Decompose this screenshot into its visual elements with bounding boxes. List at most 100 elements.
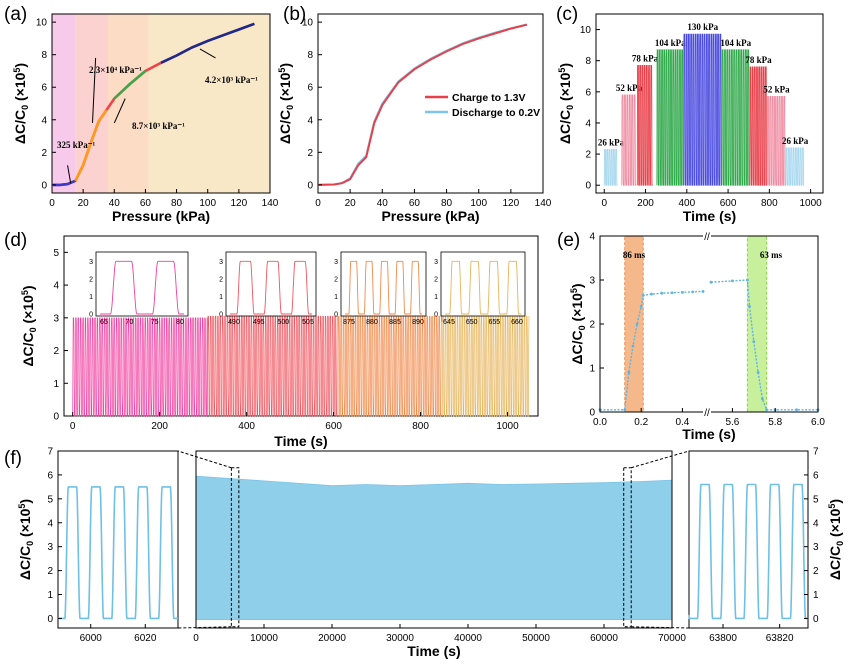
pressure-step-label: 78 kPa <box>745 55 772 65</box>
x-tick-label: 600 <box>325 421 342 432</box>
y-tick-label: 3 <box>589 276 595 287</box>
y-tick-label: 6 <box>307 83 313 94</box>
panel-label: (a) <box>4 4 27 25</box>
inset-y-tick-label: 0 <box>219 312 223 319</box>
y-tick-label: 4 <box>813 518 819 529</box>
data-point <box>709 280 713 284</box>
inset-x-tick-label: 650 <box>466 319 478 326</box>
x-tick-label: 0 <box>601 198 607 209</box>
x-tick-label: 60000 <box>590 633 618 644</box>
data-point <box>641 294 645 297</box>
data-point <box>795 408 798 412</box>
inset-x-tick-label: 645 <box>443 319 455 326</box>
pressure-step-signal <box>656 49 684 186</box>
y-tick-label: 4 <box>307 115 313 126</box>
response-time-label: 86 ms <box>623 250 646 260</box>
data-point <box>765 408 769 412</box>
data-point <box>752 340 756 343</box>
pressure-step-signal <box>749 66 768 186</box>
cyclic-signal-segment <box>72 317 208 417</box>
inset-y-tick-label: 2 <box>89 276 93 283</box>
zoom-connector <box>177 450 232 469</box>
x-tick-label: 40000 <box>454 633 482 644</box>
panel-label: (d) <box>4 230 27 251</box>
x-tick-label: 20 <box>78 198 90 209</box>
y-tick-label: 6 <box>47 470 53 481</box>
zoom-frame-right <box>688 450 809 629</box>
response-curve <box>600 290 704 411</box>
zoom-connector <box>177 626 232 629</box>
pressure-region <box>52 14 76 193</box>
data-point <box>670 291 674 295</box>
panel-label: (b) <box>283 4 306 25</box>
pressure-region <box>148 14 270 193</box>
y-tick-label: 8 <box>585 56 591 67</box>
cyclic-signal-segment <box>337 315 443 417</box>
inset-y-tick-label: 3 <box>89 259 93 266</box>
y-tick-label: 1 <box>589 364 595 375</box>
y-tick-label: 0 <box>585 181 591 192</box>
x-tick-label: 0.4 <box>675 417 689 428</box>
axis-break-mark: // <box>704 408 710 419</box>
x-axis-label: Time (s) <box>407 643 460 659</box>
inset-x-tick-label: 75 <box>151 319 159 326</box>
y-axis-label-right: ΔC/C0 (×105) <box>827 499 845 580</box>
inset-y-tick-label: 2 <box>434 276 438 283</box>
inset-frame <box>225 251 317 317</box>
y-tick-label: 4 <box>589 232 595 243</box>
inset-y-tick-label: 1 <box>219 294 223 301</box>
x-tick-label: 1000 <box>799 198 822 209</box>
x-tick-label: 50000 <box>522 633 550 644</box>
axis-break-mark: // <box>704 232 710 243</box>
x-tick-label: 0.0 <box>593 417 607 428</box>
panel-f: 0 10000 20000 30000 40000 50000 60000 70000Time… <box>4 447 845 660</box>
y-tick-label: 8 <box>307 50 313 61</box>
x-tick-label: 20 <box>345 198 357 209</box>
pressure-step-signal <box>621 94 637 186</box>
inset-x-tick-label: 65 <box>100 319 108 326</box>
x-tick-label: 600 <box>720 198 737 209</box>
x-tick-label: 40 <box>109 198 121 209</box>
x-tick-label: 30000 <box>386 633 414 644</box>
pressure-step-signal <box>683 33 722 186</box>
pressure-step-label: 130 kPa <box>687 22 718 32</box>
x-tick-label: 6.0 <box>811 417 825 428</box>
data-point <box>631 344 635 348</box>
y-axis-label: ΔC/C0 (×105) <box>12 63 30 144</box>
inset-y-tick-label: 0 <box>434 312 438 319</box>
inset-y-tick-label: 0 <box>89 312 93 319</box>
pressure-step-label: 104 kPa <box>720 38 751 48</box>
cyclic-signal-segment <box>207 315 338 417</box>
y-tick-label: 3 <box>53 313 59 324</box>
y-tick-label: 6 <box>41 83 47 94</box>
x-tick-label: 80 <box>171 198 183 209</box>
inset-signal <box>100 260 184 315</box>
y-tick-label: 5 <box>813 494 819 505</box>
x-axis-label: Pressure (kPa) <box>112 208 210 224</box>
slope-label: 325 kPa⁻¹ <box>57 140 96 150</box>
x-tick-label: 200 <box>637 198 654 209</box>
inset-x-tick-label: 505 <box>302 319 314 326</box>
inset-x-tick-label: 495 <box>253 319 265 326</box>
y-tick-label: 5 <box>53 248 59 259</box>
y-tick-label: 6 <box>813 470 819 481</box>
x-tick-label: 5.6 <box>725 417 739 428</box>
data-point <box>748 305 751 308</box>
inset-frame <box>440 251 526 317</box>
y-axis-label: ΔC/C0 (×105) <box>277 63 295 144</box>
pressure-region <box>108 14 149 193</box>
y-tick-label: 8 <box>41 50 47 61</box>
y-tick-label: 3 <box>47 542 53 553</box>
data-point <box>731 279 734 283</box>
y-tick-label: 4 <box>585 118 591 129</box>
y-tick-label: 2 <box>47 566 53 577</box>
y-tick-label: 5 <box>47 494 53 505</box>
y-tick-label: 0 <box>41 180 47 191</box>
panel-label: (c) <box>556 4 578 25</box>
zoom-connector <box>631 450 690 469</box>
series-line <box>317 23 528 186</box>
fit-line-3 <box>113 70 147 100</box>
x-tick-label: 60 <box>409 198 421 209</box>
pressure-step-signal <box>766 96 786 186</box>
